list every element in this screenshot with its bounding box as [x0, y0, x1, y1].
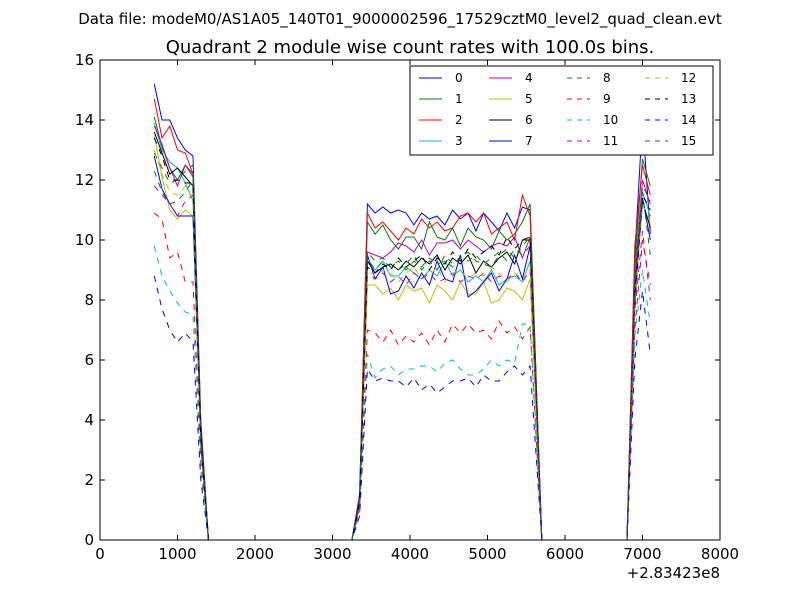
- x-tick-label: 1000: [158, 545, 196, 563]
- x-tick-label: 4000: [391, 545, 429, 563]
- y-tick-label: 2: [84, 471, 94, 489]
- x-tick-label: 8000: [701, 545, 739, 563]
- y-tick-label: 10: [75, 231, 94, 249]
- x-tick-label: 6000: [546, 545, 584, 563]
- ticks-layer: 0 1000 2000 3000 4000 5000 6000 7000 80000246810…: [75, 51, 739, 563]
- series-line-7: [153, 155, 651, 540]
- chart-suptitle: Data file: modeM0/AS1A05_140T01_90000025…: [78, 10, 722, 29]
- series-line-13: [153, 137, 651, 540]
- legend-label-13: 13: [681, 92, 696, 106]
- y-tick-label: 6: [84, 351, 94, 369]
- series-line-3: [153, 122, 651, 540]
- y-tick-label: 14: [75, 111, 94, 129]
- x-tick-label: 7000: [623, 545, 661, 563]
- legend-label-1: 1: [455, 92, 463, 106]
- series-line-14: [153, 275, 651, 540]
- y-tick-label: 8: [84, 291, 94, 309]
- legend-label-8: 8: [603, 71, 611, 85]
- legend-label-2: 2: [455, 113, 463, 127]
- series-line-1: [153, 116, 651, 540]
- x-tick-label: 0: [95, 545, 105, 563]
- y-tick-label: 0: [84, 531, 94, 549]
- series-line-11: [153, 185, 651, 540]
- series-line-6: [153, 131, 651, 540]
- legend-label-6: 6: [525, 113, 533, 127]
- legend-label-9: 9: [603, 92, 611, 106]
- legend-label-12: 12: [681, 71, 696, 85]
- x-tick-label: 3000: [313, 545, 351, 563]
- series-line-12: [153, 149, 651, 540]
- x-offset-label: +2.83423e8: [627, 564, 720, 582]
- legend-label-4: 4: [525, 71, 533, 85]
- legend-label-14: 14: [681, 113, 696, 127]
- legend-label-0: 0: [455, 71, 463, 85]
- legend-label-10: 10: [603, 113, 618, 127]
- series-line-4: [153, 125, 651, 540]
- series-layer: [153, 83, 651, 540]
- series-line-2: [153, 98, 651, 540]
- x-tick-label: 2000: [236, 545, 274, 563]
- legend-label-11: 11: [603, 134, 618, 148]
- y-tick-label: 12: [75, 171, 94, 189]
- legend-label-15: 15: [681, 134, 696, 148]
- series-line-15: [153, 170, 651, 540]
- y-tick-label: 4: [84, 411, 94, 429]
- chart-title: Quadrant 2 module wise count rates with …: [166, 37, 655, 58]
- y-tick-label: 16: [75, 51, 94, 69]
- series-line-9: [153, 212, 651, 540]
- x-tick-label: 5000: [468, 545, 506, 563]
- legend-box: [409, 65, 714, 156]
- legend-label-5: 5: [525, 92, 533, 106]
- series-line-10: [153, 245, 651, 540]
- series-line-5: [153, 134, 651, 540]
- legend-label-7: 7: [525, 134, 533, 148]
- legend-label-3: 3: [455, 134, 463, 148]
